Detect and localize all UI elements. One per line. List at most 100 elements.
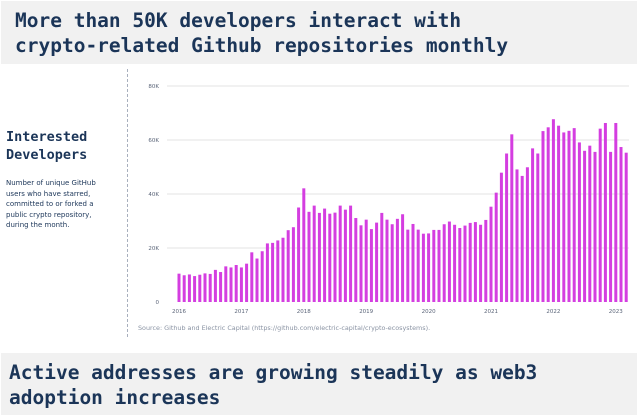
bar [286, 230, 290, 302]
bar [603, 122, 607, 302]
footer-banner: Active addresses are growing steadily as… [1, 353, 637, 415]
bar [572, 128, 576, 302]
bar [338, 205, 342, 302]
bar [489, 206, 493, 302]
bar [328, 213, 332, 302]
bar [609, 151, 613, 302]
bar [598, 128, 602, 302]
bar [453, 224, 457, 302]
bar [317, 212, 321, 302]
bar [359, 225, 363, 302]
chart-description: Number of unique GitHub users who have s… [6, 178, 124, 231]
bar [484, 219, 488, 302]
x-tick-label: 2022 [546, 309, 560, 315]
bar [421, 233, 425, 302]
description-line: public crypto repository, [6, 210, 92, 219]
bar [531, 148, 535, 302]
bar [385, 219, 389, 302]
bar [198, 274, 202, 302]
bar [343, 209, 347, 302]
bar [375, 222, 379, 302]
bar [546, 127, 550, 302]
bar [624, 152, 628, 302]
bar [515, 169, 519, 302]
bar [307, 211, 311, 302]
bar [213, 269, 217, 302]
bar [208, 273, 212, 302]
bar [473, 222, 477, 302]
bar [260, 251, 264, 302]
bar [520, 175, 524, 302]
y-tick-label: 80K [148, 84, 159, 90]
description-line: committed to or forked a [6, 200, 94, 208]
bar [250, 252, 254, 302]
bar [567, 130, 571, 302]
bar [442, 224, 446, 302]
bar [276, 240, 280, 302]
bar [619, 147, 623, 302]
dashed-divider [127, 69, 128, 337]
bar [614, 122, 618, 302]
x-tick-label: 2023 [609, 309, 623, 315]
bar [536, 153, 540, 302]
bar-layer [177, 119, 628, 303]
bar [380, 212, 384, 302]
bar [432, 229, 436, 302]
x-tick-label: 2021 [484, 309, 498, 315]
x-tick-label: 2016 [172, 309, 186, 315]
bar [271, 242, 275, 302]
y-tick-label: 0 [156, 300, 160, 306]
bar [541, 131, 545, 302]
bar [323, 208, 327, 302]
bar [291, 227, 295, 302]
bar [494, 192, 498, 302]
bar [562, 132, 566, 302]
bar [333, 212, 337, 302]
bar [193, 276, 197, 302]
bar [479, 224, 483, 302]
bar [525, 167, 529, 302]
developers-bar-chart: 0 20K 40K 60K 80K 2016 2017 2018 2019 2020 2021 202… [148, 84, 629, 315]
bar [411, 223, 415, 302]
y-tick-label: 60K [148, 138, 159, 144]
side-title-line-2: Developers [6, 147, 88, 163]
bar [406, 229, 410, 302]
bar [234, 265, 238, 302]
bar [551, 119, 555, 303]
bar [577, 142, 581, 302]
bar [447, 221, 451, 302]
description-line: users who have starred, [6, 189, 91, 198]
description-line: during the month. [6, 221, 70, 229]
bar [203, 273, 207, 302]
source-note: Source: Github and Electric Capital (htt… [138, 324, 431, 332]
description-line: Number of unique GitHub [6, 179, 96, 187]
x-tick-label: 2018 [297, 309, 311, 315]
bar [187, 274, 191, 302]
bar [427, 233, 431, 302]
bar [312, 205, 316, 302]
bar [349, 205, 353, 302]
bar [219, 272, 223, 302]
x-tick-label: 2019 [359, 309, 373, 315]
bar [229, 267, 233, 302]
y-tick-label: 40K [148, 192, 159, 198]
side-title-line-1: Interested [6, 129, 88, 145]
bar [390, 224, 394, 302]
bar [557, 125, 561, 302]
footer-title-line-1: Active addresses are growing steadily as… [9, 361, 538, 384]
x-tick-label: 2017 [234, 309, 248, 315]
bar [265, 243, 269, 302]
bar [395, 218, 399, 302]
bar [302, 188, 306, 302]
bar [401, 214, 405, 302]
bar [588, 145, 592, 302]
header-title-line-1: More than 50K developers interact with [15, 9, 462, 32]
x-tick-label: 2020 [422, 309, 436, 315]
bar [297, 207, 301, 302]
chart-side-title: Interested Developers [6, 128, 87, 164]
bar [583, 150, 587, 302]
header-title-line-2: crypto-related Github repositories month… [15, 34, 509, 57]
bar [505, 153, 509, 302]
bar [224, 266, 228, 302]
bar [369, 229, 373, 302]
